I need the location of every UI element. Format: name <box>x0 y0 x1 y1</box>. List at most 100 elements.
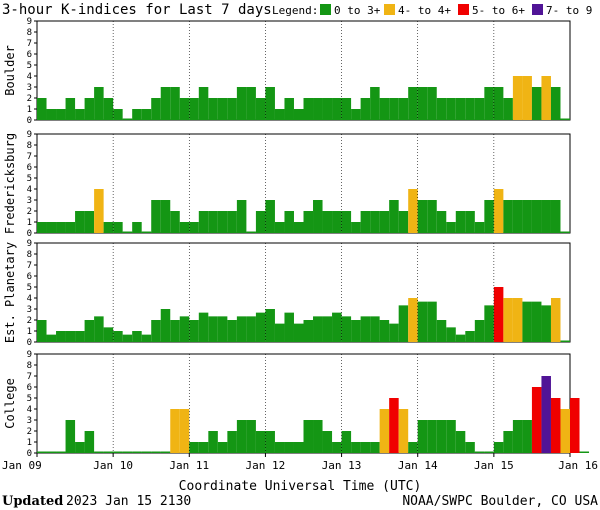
k-index-bar <box>503 200 513 233</box>
y-tick-label: 8 <box>27 361 32 371</box>
k-index-bar <box>455 98 466 120</box>
k-index-bar <box>113 331 123 342</box>
k-index-bar <box>274 222 285 233</box>
k-index-bar <box>484 451 494 453</box>
y-tick-label: 1 <box>27 105 32 115</box>
x-tick-label: Jan 16 <box>558 459 598 472</box>
k-index-bar <box>322 211 333 233</box>
k-index-bar <box>332 442 342 453</box>
k-index-bar <box>255 431 266 453</box>
y-tick-label: 5 <box>27 283 32 293</box>
k-index-bar <box>446 420 456 453</box>
y-tick-label: 9 <box>27 17 32 27</box>
k-index-bar <box>65 98 76 120</box>
k-index-bar <box>398 98 409 120</box>
k-index-bar <box>75 109 85 120</box>
k-index-bar <box>341 431 352 453</box>
k-index-bar <box>227 211 237 233</box>
k-index-bar <box>65 331 76 342</box>
k-index-bar <box>236 87 247 120</box>
k-index-bar <box>560 340 570 342</box>
k-index-bar <box>389 398 399 453</box>
k-index-bar <box>360 316 371 342</box>
k-index-bar <box>293 109 304 120</box>
k-index-bar <box>265 431 275 453</box>
k-index-bar <box>37 98 47 120</box>
k-index-bar <box>236 316 247 342</box>
k-index-bar <box>493 442 504 453</box>
k-index-bar <box>246 231 256 233</box>
legend-item-label: 7- to 9 <box>546 4 592 17</box>
k-index-bar <box>341 211 352 233</box>
k-index-bar <box>255 312 266 342</box>
k-index-bar <box>160 87 171 120</box>
y-tick-label: 4 <box>27 405 32 415</box>
k-index-bar <box>274 109 285 120</box>
k-index-bar <box>141 334 152 342</box>
k-index-bar <box>474 98 485 120</box>
k-index-bar <box>541 76 551 120</box>
k-index-bar <box>37 320 47 342</box>
k-index-bar <box>122 118 133 120</box>
k-index-bar <box>132 451 142 453</box>
k-index-bar <box>446 222 456 233</box>
k-index-bar <box>37 451 47 453</box>
k-index-bar <box>227 431 237 453</box>
k-index-bar <box>246 316 256 342</box>
k-index-bar <box>151 320 161 342</box>
k-index-bar <box>541 200 551 233</box>
k-index-bar <box>474 222 485 233</box>
k-index-bar <box>484 87 494 120</box>
legend-swatch <box>532 4 543 15</box>
y-tick-label: 0 <box>27 229 32 239</box>
k-index-bar <box>341 98 352 120</box>
y-tick-label: 2 <box>27 427 32 437</box>
k-index-bar <box>370 442 380 453</box>
k-index-bar <box>151 98 161 120</box>
k-index-bar <box>512 76 523 120</box>
k-index-bar <box>46 109 57 120</box>
k-index-bar <box>141 451 152 453</box>
y-tick-label: 1 <box>27 327 32 337</box>
k-index-bar <box>389 98 399 120</box>
y-tick-label: 5 <box>27 61 32 71</box>
k-index-bar <box>379 409 390 453</box>
k-index-bar <box>484 200 494 233</box>
panel-label: Est. Planetary <box>3 242 17 343</box>
k-index-bar <box>84 98 95 120</box>
k-index-bar <box>141 231 152 233</box>
k-index-bar <box>465 331 475 342</box>
k-index-bar <box>103 451 114 453</box>
k-index-bar <box>417 87 428 120</box>
k-index-bar <box>522 200 532 233</box>
k-index-bar <box>560 231 570 233</box>
k-index-bar <box>512 200 523 233</box>
k-index-bar <box>436 320 447 342</box>
k-index-bar <box>398 211 409 233</box>
k-index-bar <box>398 305 409 342</box>
k-index-bar <box>531 301 542 342</box>
k-index-bar <box>94 451 104 453</box>
k-index-bar <box>560 409 570 453</box>
k-index-bar <box>113 222 123 233</box>
k-index-bar <box>455 334 466 342</box>
k-index-bar <box>303 420 314 453</box>
y-tick-label: 4 <box>27 185 32 195</box>
k-index-bar <box>408 189 418 233</box>
k-index-bar <box>94 316 104 342</box>
legend-label: Legend: <box>272 4 318 17</box>
k-index-bar <box>474 320 485 342</box>
k-index-bar <box>360 98 371 120</box>
k-index-bar <box>189 320 199 342</box>
k-index-bar <box>408 87 418 120</box>
k-index-bar <box>379 211 390 233</box>
chart-title: 3-hour K-indices for Last 7 days <box>2 2 272 18</box>
k-index-bar <box>75 211 85 233</box>
k-index-bar <box>541 305 551 342</box>
y-tick-label: 6 <box>27 163 32 173</box>
k-index-bar <box>503 431 513 453</box>
k-index-bar <box>122 451 133 453</box>
legend-item-label: 4- to 4+ <box>398 4 451 17</box>
